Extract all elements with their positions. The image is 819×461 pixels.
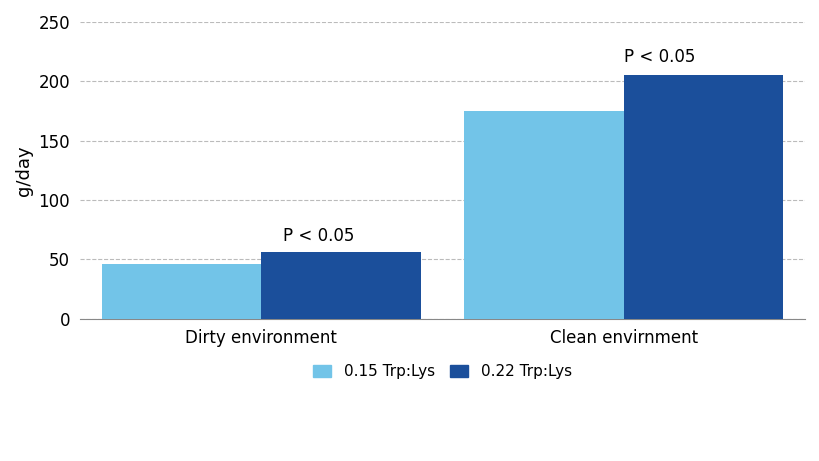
Text: P < 0.05: P < 0.05 xyxy=(623,48,695,66)
Text: P < 0.05: P < 0.05 xyxy=(283,227,355,245)
Bar xyxy=(464,111,623,319)
Bar xyxy=(261,252,420,319)
Bar xyxy=(102,264,261,319)
Legend: 0.15 Trp:Lys, 0.22 Trp:Lys: 0.15 Trp:Lys, 0.22 Trp:Lys xyxy=(306,358,577,385)
Y-axis label: g/day: g/day xyxy=(15,145,33,196)
Bar xyxy=(623,76,782,319)
